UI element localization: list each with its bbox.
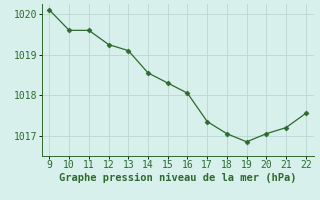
X-axis label: Graphe pression niveau de la mer (hPa): Graphe pression niveau de la mer (hPa): [59, 173, 296, 183]
